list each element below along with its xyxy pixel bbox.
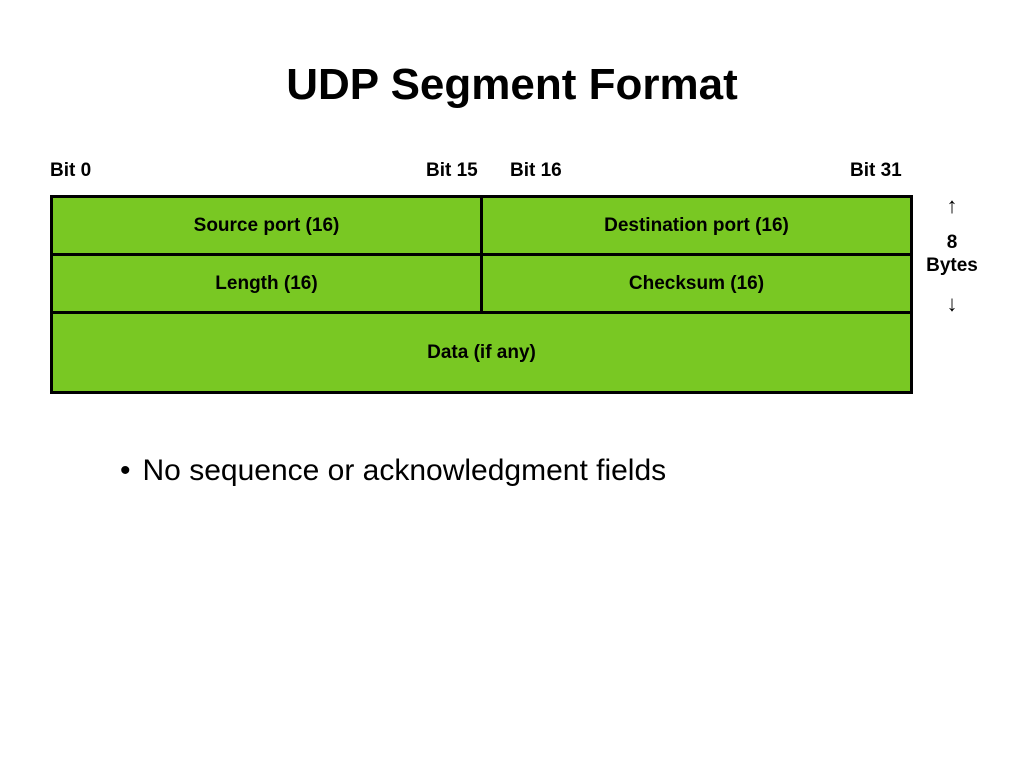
bit-label-16: Bit 16 [510,160,562,182]
table-row: Length (16) Checksum (16) [52,255,912,313]
bullet-item: • No sequence or acknowledgment fields [120,454,1024,488]
byte-count-label: 8 Bytes [926,232,978,278]
udp-segment-table: Source port (16) Destination port (16) L… [50,195,913,394]
length-cell: Length (16) [52,255,482,313]
byte-value: 8 [947,232,958,253]
checksum-cell: Checksum (16) [482,255,912,313]
destination-port-cell: Destination port (16) [482,197,912,255]
bullet-text: No sequence or acknowledgment fields [143,454,667,488]
bit-label-15: Bit 15 [426,160,478,182]
table-row: Data (if any) [52,313,912,393]
byte-unit: Bytes [926,255,978,276]
bit-labels-row: Bit 0 Bit 15 Bit 16 Bit 31 [50,160,980,190]
bullet-list: • No sequence or acknowledgment fields [120,454,1024,488]
source-port-cell: Source port (16) [52,197,482,255]
page-title: UDP Segment Format [0,0,1024,160]
bullet-marker-icon: • [120,454,131,488]
arrow-up-icon: ↑ [947,195,958,217]
arrow-down-icon: ↓ [947,293,958,315]
table-wrapper: Source port (16) Destination port (16) L… [50,195,980,394]
table-row: Source port (16) Destination port (16) [52,197,912,255]
byte-size-indicator: ↑ 8 Bytes ↓ [922,195,982,315]
bit-label-31: Bit 31 [850,160,902,182]
bit-label-0: Bit 0 [50,160,91,182]
diagram-container: Bit 0 Bit 15 Bit 16 Bit 31 Source port (… [50,160,980,394]
data-cell: Data (if any) [52,313,912,393]
